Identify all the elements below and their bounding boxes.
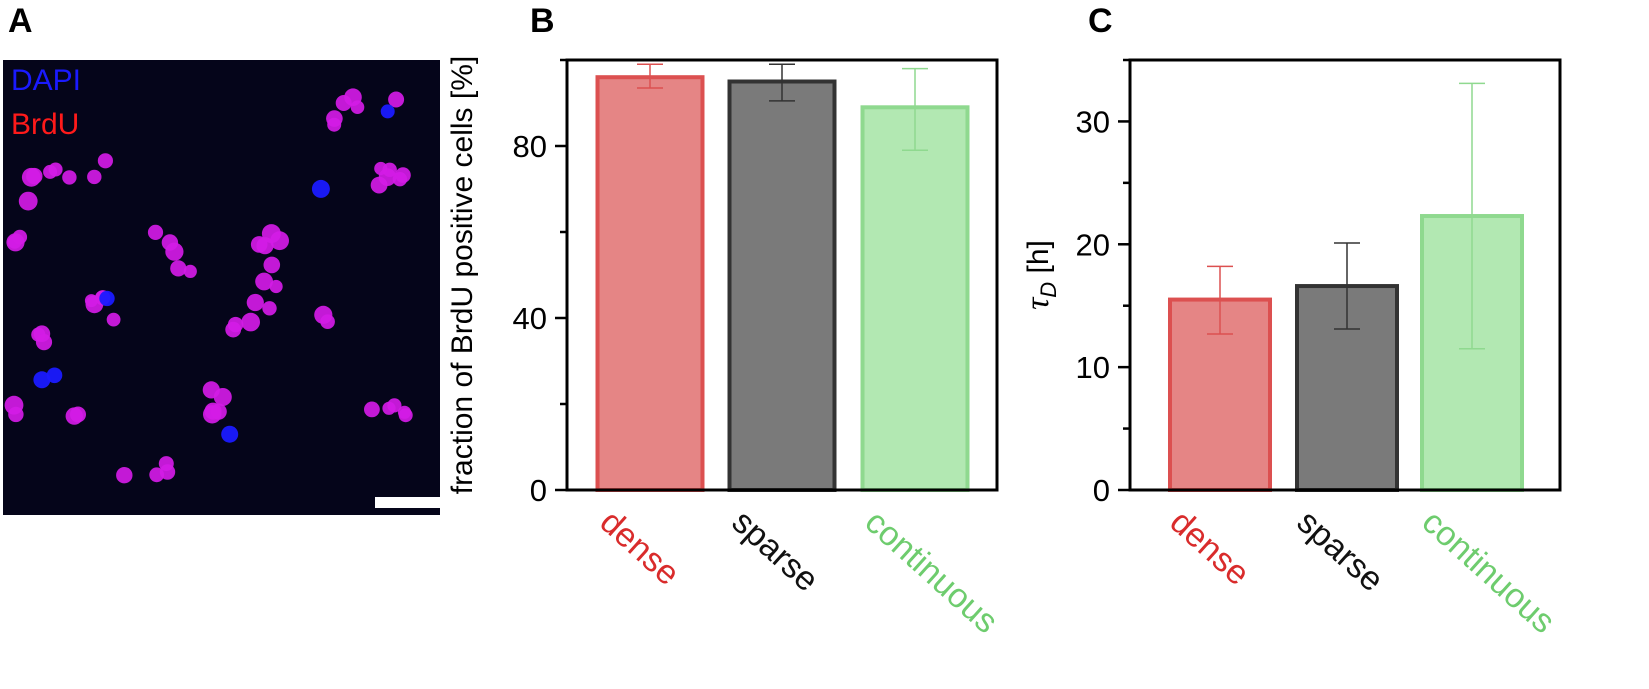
brdu-cell-nucleus	[388, 91, 405, 108]
brdu-cell-nucleus	[18, 191, 38, 211]
brdu-cell-nucleus	[269, 279, 283, 294]
panel-letter-b: B	[530, 2, 555, 40]
chart-b-errorbar-continuous	[902, 67, 928, 152]
micrograph-image: DAPI BrdU	[3, 60, 440, 515]
brdu-cell-nucleus	[116, 467, 133, 484]
cell-layer	[4, 88, 413, 484]
chart-c-errorbar-continuous	[1459, 82, 1485, 350]
chart-c-errorbar-sparse	[1334, 242, 1360, 330]
chart-b-xtick-label-continuous: continuous	[858, 503, 1006, 641]
brdu-cell-nucleus	[147, 224, 164, 240]
dapi-cell-nucleus	[311, 179, 330, 198]
chart-b-xtick-label-sparse: sparse	[725, 503, 826, 600]
dapi-cell-nucleus	[33, 371, 51, 389]
brdu-cell-nucleus	[106, 312, 121, 327]
brdu-cell-nucleus	[213, 388, 232, 406]
brdu-cell-nucleus	[26, 167, 43, 185]
brdu-cell-nucleus	[6, 233, 25, 252]
brdu-cell-nucleus	[397, 405, 412, 419]
brdu-cell-nucleus	[314, 305, 333, 324]
dapi-cell-nucleus	[380, 104, 395, 119]
panel-letter-a: A	[8, 2, 33, 40]
chart-b-xtick-label-dense: dense	[593, 503, 687, 593]
brdu-cell-nucleus	[183, 264, 197, 278]
chart-c-ytick-label: 0	[1093, 473, 1110, 508]
chart-b-ytick-label: 80	[513, 129, 547, 164]
brdu-cell-nucleus	[8, 406, 24, 423]
brdu-cell-nucleus	[374, 161, 388, 176]
brdu-cell-nucleus	[84, 294, 98, 308]
dapi-cell-nucleus	[221, 425, 239, 443]
brdu-cell-nucleus	[395, 167, 411, 183]
brdu-cell-nucleus	[261, 224, 281, 244]
dapi-cell-nucleus	[99, 290, 115, 307]
panel-letter-c: C	[1088, 2, 1113, 40]
brdu-cell-nucleus	[344, 88, 362, 106]
dapi-label: DAPI	[11, 64, 82, 97]
brdu-cell-nucleus	[161, 234, 179, 251]
brdu-cell-nucleus	[158, 456, 174, 472]
brdu-cell-nucleus	[382, 401, 396, 415]
chart-c-ytick-label: 30	[1076, 104, 1110, 139]
brdu-cell-nucleus	[327, 117, 342, 132]
brdu-cell-nucleus	[35, 334, 53, 351]
brdu-cell-nucleus	[364, 401, 380, 418]
chart-c-bar-sparse	[1295, 284, 1399, 492]
chart-c-xtick-label-continuous: continuous	[1415, 503, 1563, 641]
chart-b-frame	[565, 58, 999, 492]
chart-c-ylabel: τD [h]	[1019, 240, 1061, 310]
brdu-cell-nucleus	[263, 256, 281, 274]
chart-c-errorbar-dense	[1207, 265, 1233, 335]
chart-c-xtick-label-dense: dense	[1163, 503, 1257, 593]
chart-b-bar-dense	[595, 75, 705, 492]
brdu-cell-nucleus	[250, 236, 268, 253]
brdu-cell-nucleus	[170, 260, 187, 277]
chart-b-bar-continuous	[860, 105, 970, 493]
brdu-cell-nucleus	[241, 312, 260, 332]
chart-c-ytick-label: 20	[1076, 227, 1110, 262]
brdu-cell-nucleus	[62, 170, 77, 185]
scale-bar	[375, 497, 450, 508]
chart-b-ytick-label: 0	[530, 473, 547, 508]
chart-b-bar-sparse	[727, 79, 837, 492]
chart-b-ylabel: fraction of BrdU positive cells [%]	[446, 56, 479, 495]
chart-c-bar-dense	[1168, 297, 1272, 493]
brdu-cell-nucleus	[65, 407, 83, 425]
chart-c-ytick-label: 10	[1076, 350, 1110, 385]
brdu-cell-nucleus	[97, 153, 113, 169]
chart-c-frame	[1128, 58, 1562, 492]
chart-c-xtick-label-sparse: sparse	[1290, 503, 1391, 600]
brdu-cell-nucleus	[255, 272, 273, 291]
brdu-cell-nucleus	[246, 293, 264, 312]
brdu-cell-nucleus	[210, 403, 227, 420]
dapi-cell-nucleus	[46, 367, 63, 384]
brdu-label: BrdU	[11, 108, 80, 141]
brdu-cell-nucleus	[87, 169, 102, 185]
brdu-cell-nucleus	[225, 321, 242, 338]
brdu-cell-nucleus	[43, 164, 58, 179]
brdu-cell-nucleus	[262, 301, 277, 316]
brdu-cell-nucleus	[370, 176, 388, 194]
chart-b-errorbar-sparse	[769, 63, 795, 102]
chart-b-ytick-label: 40	[513, 301, 547, 336]
chart-b-errorbar-dense	[637, 63, 663, 89]
